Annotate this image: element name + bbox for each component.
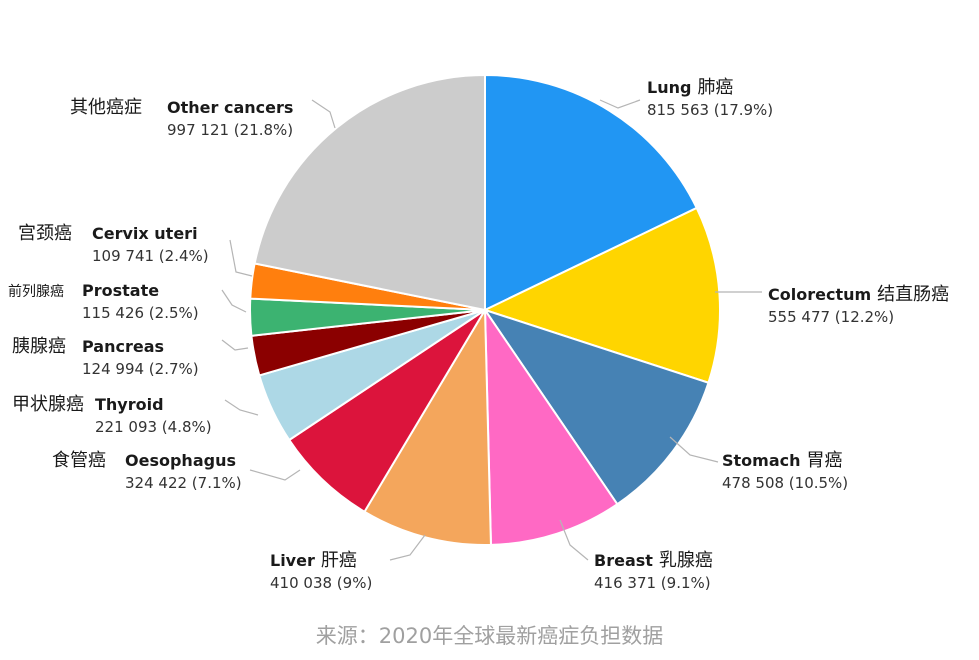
slice-label-value: 555 477 (12.2%)	[768, 308, 894, 326]
slice-labels: Lung 肺癌 815 563 (17.9%) Colorectum 结直肠癌 555 4…	[8, 77, 949, 592]
slice-label-name: Cervix uteri	[92, 224, 198, 243]
leader-line	[599, 99, 641, 109]
slice-label-value: 815 563 (17.9%)	[647, 101, 773, 119]
slice-label-cn: 乳腺癌	[659, 550, 713, 571]
slice-label-cn: 结直肠癌	[877, 284, 949, 305]
pie-slice-oesophagus	[287, 309, 486, 514]
slice-label-cn: 食管癌	[52, 450, 106, 471]
pie-slice-breast	[483, 306, 619, 546]
leader-line	[669, 436, 719, 463]
slice-label-value: 324 422 (7.1%)	[125, 474, 242, 492]
slice-label-value: 115 426 (2.5%)	[82, 304, 199, 322]
slice-label-name: Oesophagus	[125, 451, 236, 470]
leader-line	[389, 534, 426, 561]
leader-line	[249, 469, 301, 481]
leader-line	[311, 99, 336, 129]
leader-line	[559, 519, 589, 561]
slice-label-value: 124 994 (2.7%)	[82, 360, 199, 378]
slice-label-value: 997 121 (21.8%)	[167, 121, 293, 139]
slice-label-name: Other cancers	[167, 98, 293, 117]
pie-slice-colorectum	[482, 206, 721, 385]
pie-slice-liver	[363, 306, 492, 546]
slice-label-name: Lung	[647, 78, 691, 97]
slice-label-name: Breast	[594, 551, 653, 570]
pie-chart: Lung 肺癌 815 563 (17.9%) Colorectum 结直肠癌 555 4…	[8, 73, 949, 592]
slice-label-cn: 肺癌	[697, 77, 733, 98]
pie-slice-stomach	[482, 308, 710, 506]
source-note: 来源：2020年全球最新癌症负担数据	[315, 624, 664, 648]
pie-slice-other-cancers	[253, 73, 486, 312]
slice-label-cn: 甲状腺癌	[12, 394, 84, 415]
slice-label-value: 410 038 (9%)	[270, 574, 372, 592]
slice-label-name: Stomach	[722, 451, 801, 470]
pie-slice-lung	[484, 73, 699, 312]
slice-label-value: 109 741 (2.4%)	[92, 247, 209, 265]
slice-label-value: 221 093 (4.8%)	[95, 418, 212, 436]
slice-label-value: 416 371 (9.1%)	[594, 574, 711, 592]
slice-label-name: Liver	[270, 551, 315, 570]
slice-label-cn: 宫颈癌	[18, 223, 72, 244]
slice-label-value: 478 508 (10.5%)	[722, 474, 848, 492]
slice-label-cn: 胰腺癌	[12, 336, 66, 357]
slice-label-name: Colorectum	[768, 285, 871, 304]
slice-label-cn: 其他癌症	[70, 97, 142, 118]
leader-line	[229, 239, 253, 277]
slice-label-cn: 前列腺癌	[8, 283, 64, 300]
slice-label-name: Thyroid	[95, 395, 164, 414]
slice-label-cn: 肝癌	[321, 550, 357, 571]
pie-slices	[249, 73, 721, 546]
slice-label-cn: 胃癌	[807, 450, 843, 471]
leader-line	[221, 289, 247, 313]
leader-line	[224, 399, 259, 416]
leader-lines	[221, 99, 762, 561]
slice-label-name: Pancreas	[82, 337, 164, 356]
leader-line	[221, 339, 249, 351]
slice-label-name: Prostate	[82, 281, 159, 300]
